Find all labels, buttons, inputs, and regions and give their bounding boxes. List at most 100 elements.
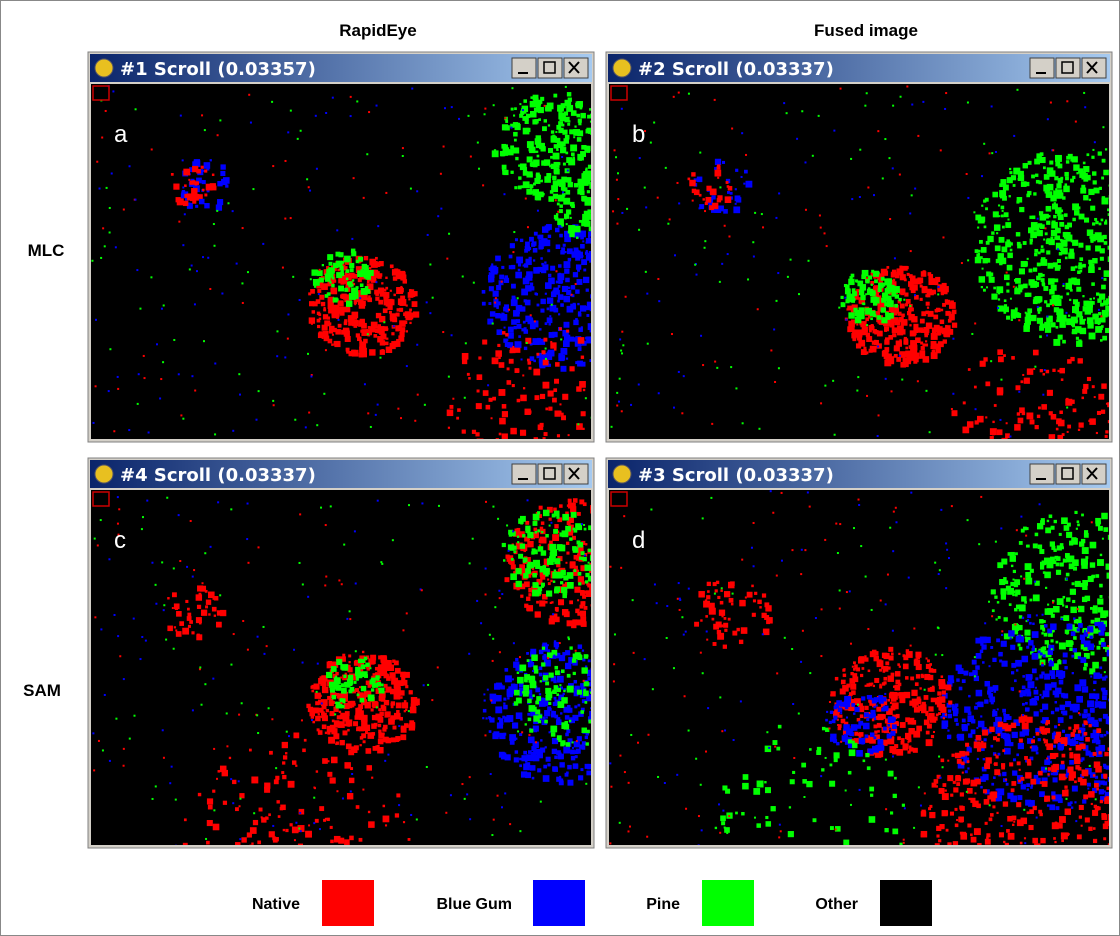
- pixel-patch: [369, 349, 375, 355]
- pixel-noise: [1068, 223, 1070, 225]
- pixel-patch: [383, 292, 389, 298]
- pixel-noise: [1043, 239, 1045, 241]
- pixel-patch: [997, 389, 1003, 395]
- pixel-patch: [913, 324, 918, 329]
- pixel-patch: [1067, 425, 1071, 429]
- pixel-patch: [1069, 299, 1071, 301]
- pixel-patch: [583, 691, 589, 697]
- pixel-noise: [986, 286, 988, 288]
- pixel-patch: [1052, 220, 1056, 224]
- pixel-noise: [306, 178, 308, 180]
- window-button[interactable]: [512, 464, 536, 484]
- pixel-patch: [322, 758, 328, 764]
- pixel-noise: [857, 376, 859, 378]
- pixel-noise: [824, 385, 826, 387]
- pixel-noise: [377, 225, 379, 227]
- pixel-patch: [332, 312, 339, 319]
- pixel-noise: [492, 660, 494, 662]
- pixel-patch: [586, 128, 591, 133]
- window-button[interactable]: [1056, 58, 1080, 78]
- pixel-patch: [561, 186, 565, 190]
- pixel-patch: [691, 172, 695, 176]
- pixel-patch: [985, 207, 988, 210]
- pixel-noise: [368, 111, 370, 113]
- pixel-patch: [502, 170, 507, 175]
- pixel-patch: [565, 526, 571, 532]
- pixel-patch: [579, 605, 583, 609]
- window-button[interactable]: [512, 58, 536, 78]
- pixel-noise: [232, 210, 234, 212]
- pixel-noise: [683, 375, 685, 377]
- pixel-patch: [746, 181, 753, 188]
- pixel-patch: [403, 821, 405, 823]
- pixel-patch: [558, 313, 560, 315]
- pixel-noise: [214, 433, 216, 435]
- pixel-patch: [576, 264, 581, 269]
- pixel-patch: [565, 773, 569, 777]
- pixel-patch: [1063, 186, 1070, 193]
- pixel-patch: [571, 285, 576, 290]
- pixel-noise: [230, 778, 232, 780]
- window-button[interactable]: [1082, 464, 1106, 484]
- window-button[interactable]: [564, 464, 588, 484]
- pixel-noise: [213, 223, 215, 225]
- pixel-patch: [1040, 369, 1043, 372]
- pixel-patch: [332, 334, 334, 336]
- pixel-patch: [1065, 257, 1068, 260]
- pixel-patch: [941, 287, 948, 294]
- window-button[interactable]: [1056, 464, 1080, 484]
- pixel-patch: [578, 179, 585, 186]
- pixel-patch: [550, 266, 555, 271]
- pixel-noise: [469, 818, 471, 820]
- pixel-patch: [398, 298, 405, 305]
- pixel-patch: [576, 386, 581, 391]
- pixel-noise: [334, 713, 336, 715]
- pixel-patch: [855, 311, 860, 316]
- pixel-noise: [451, 334, 453, 336]
- pixel-patch: [977, 227, 979, 229]
- window-button[interactable]: [1082, 58, 1106, 78]
- pixel-patch: [1105, 148, 1107, 150]
- pixel-patch: [390, 317, 395, 322]
- pixel-patch: [1062, 340, 1066, 344]
- pixel-patch: [232, 780, 236, 784]
- pixel-patch: [1023, 163, 1028, 168]
- pixel-noise: [178, 514, 180, 516]
- pixel-patch: [331, 344, 333, 346]
- pixel-patch: [544, 261, 546, 263]
- window-button[interactable]: [538, 58, 562, 78]
- pixel-noise: [618, 401, 620, 403]
- pixel-noise: [204, 129, 206, 131]
- pixel-patch: [340, 740, 345, 745]
- pixel-patch: [1009, 171, 1012, 174]
- pixel-patch: [329, 262, 333, 266]
- pixel-noise: [534, 320, 536, 322]
- pixel-noise: [381, 563, 383, 565]
- pixel-patch: [390, 290, 392, 292]
- pixel-patch: [975, 215, 981, 221]
- pixel-patch: [375, 329, 379, 333]
- window-button[interactable]: [538, 464, 562, 484]
- window-button[interactable]: [1030, 58, 1054, 78]
- pixel-patch: [251, 842, 253, 844]
- pixel-patch: [324, 336, 330, 342]
- window-button[interactable]: [564, 58, 588, 78]
- pixel-patch: [556, 609, 559, 612]
- pixel-noise: [547, 644, 549, 646]
- pixel-patch: [999, 237, 1005, 243]
- pixel-noise: [219, 119, 221, 121]
- pixel-patch: [582, 741, 586, 745]
- pixel-patch: [888, 313, 894, 319]
- pixel-patch: [391, 332, 394, 335]
- pixel-patch: [390, 264, 394, 268]
- window-button[interactable]: [1030, 464, 1054, 484]
- pixel-patch: [201, 166, 204, 169]
- pixel-noise: [553, 655, 555, 657]
- pixel-patch: [537, 155, 540, 158]
- pixel-noise: [617, 198, 619, 200]
- pixel-patch: [583, 389, 585, 391]
- pixel-patch: [381, 282, 383, 284]
- pixel-noise: [838, 307, 840, 309]
- pixel-noise: [294, 419, 296, 421]
- pixel-patch: [516, 568, 522, 574]
